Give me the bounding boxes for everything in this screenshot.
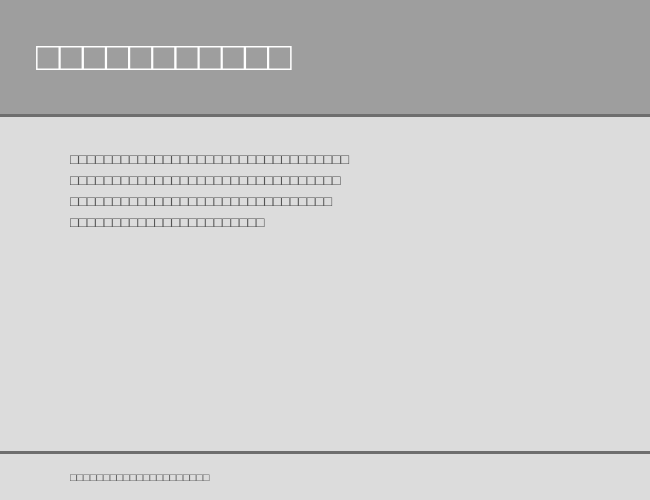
paragraph-line: □□□□□□□□□□□□□□□□□□□□□□□□□□□□□□□□: [70, 170, 580, 191]
paragraph-line: □□□□□□□□□□□□□□□□□□□□□□□□□□□□□□□: [70, 191, 580, 212]
page-main: □□□□□□□□□□□□□□□□□□□□□□□□□□□□□□□□□ □□□□□□…: [0, 117, 650, 454]
paragraph-line: □□□□□□□□□□□□□□□□□□□□□□□: [70, 212, 580, 233]
main-paragraph: □□□□□□□□□□□□□□□□□□□□□□□□□□□□□□□□□ □□□□□□…: [70, 149, 580, 233]
footer-text: □□□□□□□□□□□□□□□□□□□□□: [70, 472, 580, 484]
page-footer: □□□□□□□□□□□□□□□□□□□□□: [0, 454, 650, 500]
page-header: □□□□□□□□□□□: [0, 0, 650, 117]
paragraph-line: □□□□□□□□□□□□□□□□□□□□□□□□□□□□□□□□□: [70, 149, 580, 170]
page-title: □□□□□□□□□□□: [36, 35, 291, 80]
